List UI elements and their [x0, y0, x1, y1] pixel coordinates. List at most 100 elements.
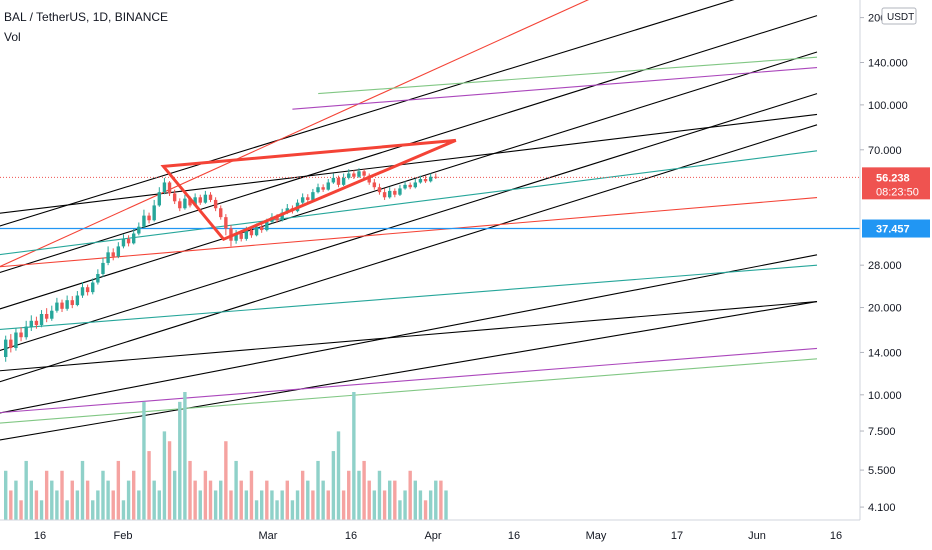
volume-bar: [19, 500, 23, 520]
volume-bar: [341, 490, 346, 520]
candle: [285, 208, 289, 213]
volume-bar: [398, 500, 402, 520]
candle: [224, 217, 228, 229]
trend-line-0: [0, 0, 735, 227]
y-tick-label: 140.000: [868, 58, 908, 70]
volume-bar: [408, 470, 412, 520]
x-tick-label: Apr: [424, 530, 441, 542]
volume-bar: [413, 480, 417, 520]
symbol-title: BAL / TetherUS, 1D, BINANCE: [4, 10, 169, 24]
volume-bar: [326, 490, 330, 520]
candle: [321, 187, 325, 190]
trend-line-8: [0, 301, 818, 441]
candle: [249, 230, 254, 236]
trend-line-14: [0, 358, 818, 424]
candle: [193, 197, 197, 206]
volume-bar: [336, 431, 341, 520]
candle: [331, 177, 336, 183]
volume-bar: [183, 392, 187, 520]
volume-bar: [265, 480, 269, 520]
volume-bar: [208, 480, 213, 520]
candle: [341, 177, 346, 185]
volume-bar: [224, 441, 228, 520]
trend-line-12: [0, 264, 818, 330]
volume-bar: [403, 490, 407, 520]
y-tick-label: 20.000: [868, 303, 902, 315]
candle: [403, 184, 407, 189]
volume-bar: [306, 480, 310, 520]
last-price-tag: [862, 167, 930, 200]
candle: [408, 184, 412, 188]
candle: [198, 197, 202, 203]
candle: [157, 192, 161, 206]
volume-bar: [377, 470, 382, 520]
candle: [413, 182, 417, 188]
volume-bar: [106, 480, 110, 520]
y-tick-label: 28.000: [868, 260, 902, 272]
candle: [234, 233, 238, 241]
candle: [55, 302, 59, 311]
volume-bar: [393, 480, 397, 520]
candle: [126, 238, 131, 244]
candle: [316, 187, 320, 193]
trend-line-15: [292, 67, 818, 110]
y-tick-label: 4.100: [868, 502, 896, 514]
y-tick-label: 10.000: [868, 390, 902, 402]
candle: [388, 190, 392, 198]
trend-line-10: [0, 197, 818, 268]
candle: [4, 339, 8, 358]
volume-bar: [55, 490, 59, 520]
candle: [137, 226, 141, 234]
volume-bar: [70, 480, 74, 520]
level-tag: [862, 219, 930, 238]
y-tick-label: 7.500: [868, 426, 896, 438]
candle: [116, 246, 121, 257]
volume-bar: [285, 480, 289, 520]
triangle-pattern: [160, 138, 457, 242]
trend-line-16: [0, 347, 818, 414]
candle: [19, 332, 23, 338]
volume-bar: [44, 470, 49, 520]
volume-bar: [213, 490, 218, 520]
x-tick-label: 16: [508, 530, 520, 542]
candle: [75, 295, 80, 306]
candle: [254, 226, 259, 236]
level-value: 37.457: [876, 224, 910, 236]
candle: [428, 176, 433, 182]
candle: [352, 173, 356, 177]
currency-badge: [881, 7, 917, 25]
candle: [203, 194, 208, 203]
candle: [306, 197, 310, 200]
volume-bar: [162, 431, 167, 520]
volume-bar: [367, 480, 371, 520]
candle: [382, 192, 387, 198]
candle: [70, 300, 74, 306]
time-axis-background: [0, 520, 932, 550]
candle: [142, 215, 146, 227]
volume-bar: [270, 490, 274, 520]
volume-bar: [352, 392, 356, 520]
x-tick-label: May: [586, 530, 607, 542]
volume-bar: [357, 470, 361, 520]
volume-bar: [126, 480, 131, 520]
volume-bar: [96, 490, 100, 520]
candle: [65, 300, 69, 309]
candle: [418, 179, 423, 183]
volume-bar: [444, 490, 448, 520]
volume-bar: [219, 480, 223, 520]
candle: [336, 177, 341, 185]
volume-bar: [234, 460, 238, 520]
candle: [362, 171, 366, 176]
y-tick-label: 70.000: [868, 145, 902, 157]
candle: [347, 173, 351, 178]
volume-bar: [14, 480, 18, 520]
candle: [172, 193, 177, 202]
trend-line-11: [0, 150, 818, 256]
volume-bar: [423, 500, 428, 520]
volume-bar: [382, 490, 387, 520]
volume-bar: [101, 470, 105, 520]
last-price-value: 56.238: [876, 172, 910, 184]
candle: [326, 182, 330, 190]
